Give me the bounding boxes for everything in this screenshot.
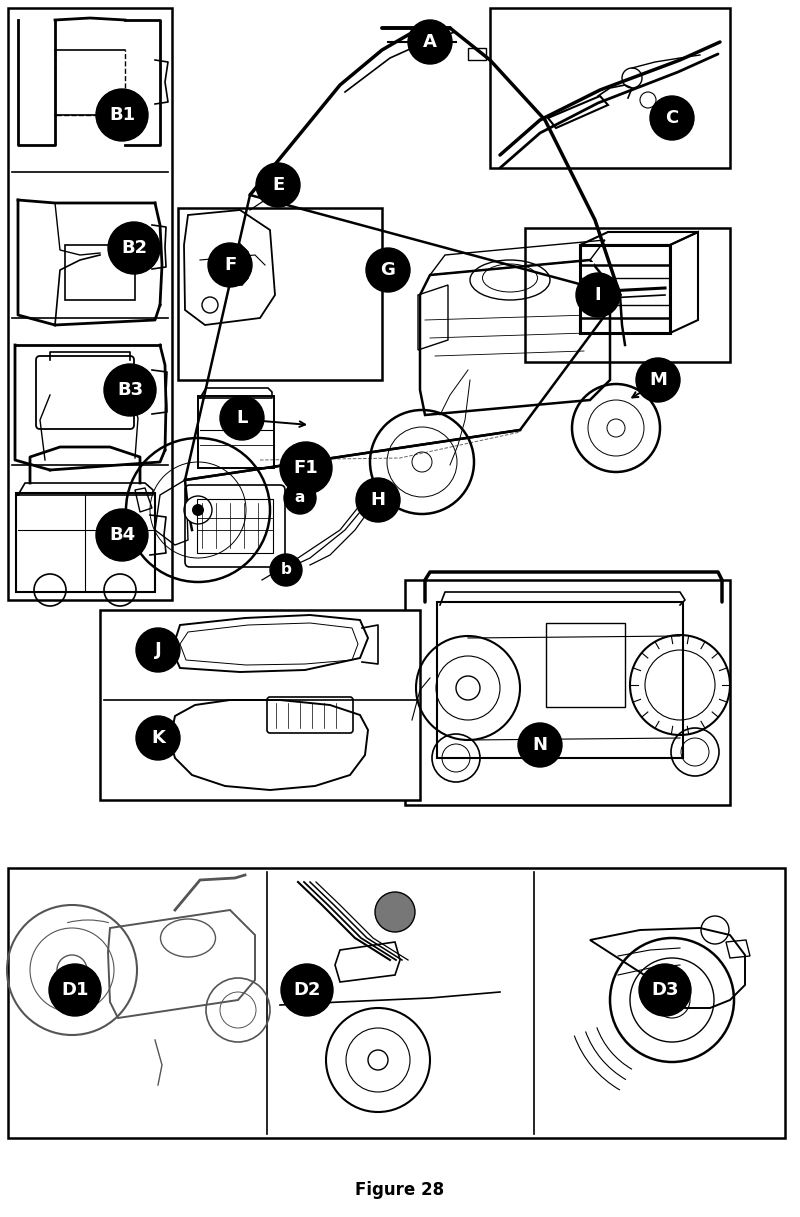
Circle shape	[49, 964, 101, 1016]
Text: G: G	[381, 260, 395, 279]
Circle shape	[666, 994, 678, 1006]
Circle shape	[202, 297, 218, 313]
Circle shape	[184, 497, 212, 525]
Text: D1: D1	[62, 981, 89, 999]
Circle shape	[192, 504, 204, 516]
Circle shape	[96, 509, 148, 561]
Text: B3: B3	[117, 381, 143, 399]
Circle shape	[607, 419, 625, 437]
Text: Figure 28: Figure 28	[355, 1180, 445, 1199]
Bar	[405, 581, 730, 804]
Circle shape	[412, 452, 432, 472]
Circle shape	[96, 89, 148, 141]
Text: D3: D3	[651, 981, 678, 999]
Text: J: J	[154, 641, 162, 658]
Text: B1: B1	[109, 106, 135, 124]
Circle shape	[368, 1050, 388, 1070]
Text: a: a	[295, 490, 305, 505]
Circle shape	[456, 675, 480, 700]
Circle shape	[284, 482, 316, 514]
Text: F1: F1	[294, 459, 318, 477]
Circle shape	[104, 364, 156, 416]
Circle shape	[220, 396, 264, 441]
Bar	[580, 245, 670, 333]
Bar	[525, 228, 730, 361]
Circle shape	[639, 964, 691, 1016]
Text: b: b	[281, 562, 291, 578]
Text: D2: D2	[294, 981, 321, 999]
Text: F: F	[224, 256, 236, 274]
Circle shape	[408, 19, 452, 65]
Circle shape	[57, 955, 87, 985]
Text: A: A	[423, 33, 437, 51]
Circle shape	[375, 892, 415, 932]
Circle shape	[256, 163, 300, 207]
Circle shape	[208, 243, 252, 287]
Text: B4: B4	[109, 526, 135, 544]
Circle shape	[518, 723, 562, 767]
Circle shape	[636, 358, 680, 402]
Bar	[8, 9, 172, 600]
Circle shape	[270, 554, 302, 587]
Circle shape	[576, 273, 620, 316]
Circle shape	[136, 628, 180, 672]
Text: L: L	[236, 409, 248, 427]
Text: E: E	[272, 176, 284, 194]
Circle shape	[136, 716, 180, 759]
Circle shape	[650, 96, 694, 140]
Circle shape	[366, 248, 410, 292]
Bar	[582, 262, 594, 316]
Text: B2: B2	[121, 239, 147, 257]
Circle shape	[356, 478, 400, 522]
Text: C: C	[666, 110, 678, 127]
Bar	[178, 208, 382, 380]
Text: K: K	[151, 729, 165, 747]
Bar	[65, 245, 135, 301]
Text: N: N	[533, 736, 547, 755]
Text: H: H	[370, 490, 386, 509]
Circle shape	[281, 964, 333, 1016]
Circle shape	[280, 442, 332, 494]
Bar	[8, 868, 785, 1138]
Bar	[490, 9, 730, 168]
Bar	[100, 610, 420, 800]
Text: I: I	[594, 286, 602, 304]
Text: M: M	[649, 371, 667, 389]
Bar	[468, 47, 486, 60]
Circle shape	[108, 221, 160, 274]
